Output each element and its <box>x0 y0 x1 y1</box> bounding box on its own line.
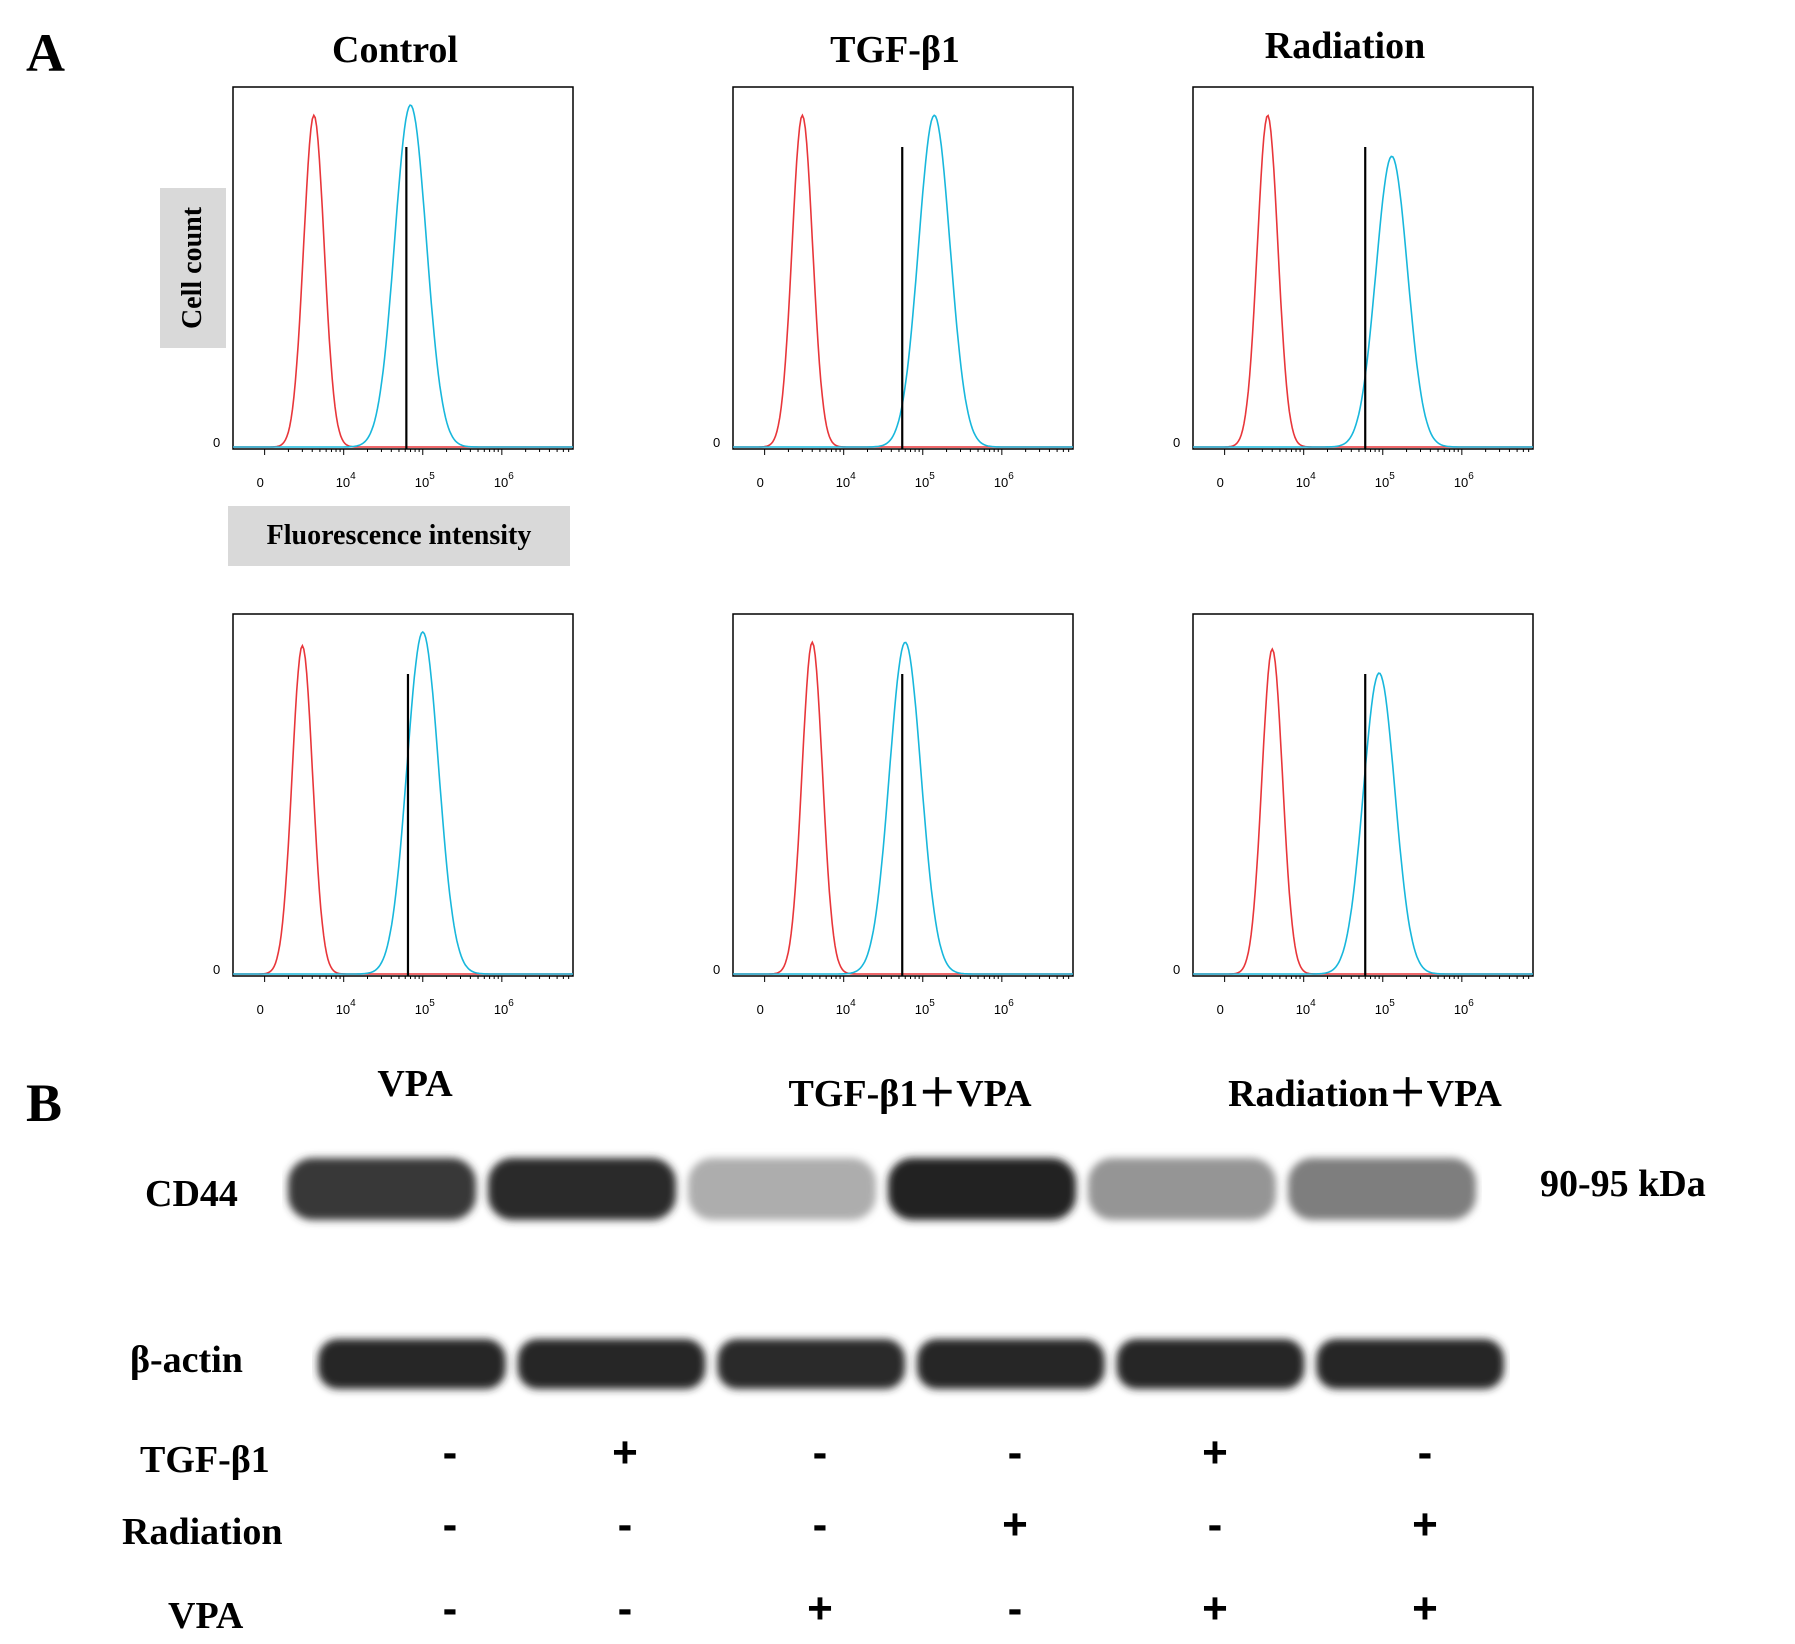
treatment-sign: - <box>442 1428 458 1477</box>
treatment-sign: - <box>442 1500 458 1549</box>
y-zero-label: 0 <box>1173 435 1180 450</box>
actin-band <box>917 1339 1105 1389</box>
panel-a-letter: A <box>26 23 65 83</box>
treatment-sign: + <box>807 1584 833 1633</box>
cd44-histogram <box>1193 155 1533 448</box>
treatment-sign: + <box>1202 1584 1228 1633</box>
x-tick-label: 106 <box>1454 471 1474 490</box>
y-zero-label: 0 <box>713 962 720 977</box>
y-axis-label-box: Cell count <box>160 188 226 348</box>
x-tick-label: 105 <box>415 471 435 490</box>
plot-frame <box>232 86 574 450</box>
treatment-sign: - <box>1007 1584 1023 1633</box>
cd44-histogram <box>733 641 1073 975</box>
treatment-sign: + <box>1002 1500 1028 1549</box>
actin-blot-strip <box>318 1339 1504 1389</box>
treatment-sign: + <box>1202 1428 1228 1477</box>
treatment-sign: - <box>617 1500 633 1549</box>
plot-title-tgf-vpa: TGF-β1＋VPA <box>788 1073 1032 1115</box>
x-tick-label: 0 <box>1217 1002 1224 1017</box>
isotype-histogram <box>1193 647 1533 975</box>
treatment-sign: - <box>812 1500 828 1549</box>
treatment-label-tgf: TGF-β1 <box>140 1439 270 1481</box>
cd44-band <box>688 1158 876 1220</box>
cd44-band <box>1088 1158 1276 1220</box>
x-tick-label: 0 <box>757 1002 764 1017</box>
plot-title-tgf: TGF-β1 <box>830 29 960 71</box>
treatment-sign: + <box>612 1428 638 1477</box>
x-axis-label: Fluorescence intensity <box>228 506 570 566</box>
x-tick-label: 0 <box>1217 475 1224 490</box>
x-tick-label: 106 <box>494 998 514 1017</box>
cd44-histogram <box>233 630 573 975</box>
x-tick-label: 104 <box>836 471 856 490</box>
plot-title-radiation-vpa: Radiation＋VPA <box>1228 1073 1502 1115</box>
plot-frame <box>232 613 574 977</box>
x-tick-label: 106 <box>994 998 1014 1017</box>
actin-band <box>717 1339 905 1389</box>
panel-b-letter: B <box>26 1073 63 1133</box>
x-tick-label: 105 <box>915 471 935 490</box>
histogram-tgf-vpa: 0 0 104 105 106 <box>713 613 1074 1017</box>
kda-label: 90-95 kDa <box>1540 1163 1706 1205</box>
isotype-histogram <box>233 113 573 448</box>
cd44-band <box>288 1158 476 1220</box>
cd44-band <box>1288 1158 1476 1220</box>
x-tick-label: 105 <box>1375 471 1395 490</box>
y-zero-label: 0 <box>213 962 220 977</box>
x-tick-label: 104 <box>836 998 856 1017</box>
treatment-sign: - <box>442 1584 458 1633</box>
y-zero-label: 0 <box>213 435 220 450</box>
treatment-sign: + <box>1412 1500 1438 1549</box>
cd44-band <box>888 1158 1076 1220</box>
treatment-sign: - <box>812 1428 828 1477</box>
actin-band <box>318 1339 506 1389</box>
x-tick-label: 104 <box>1296 471 1316 490</box>
plot-title-radiation: Radiation <box>1264 25 1426 67</box>
x-tick-label: 105 <box>1375 998 1395 1017</box>
treatment-sign: - <box>1207 1500 1223 1549</box>
actin-band <box>1316 1339 1504 1389</box>
x-tick-label: 0 <box>257 1002 264 1017</box>
x-tick-label: 0 <box>757 475 764 490</box>
treatment-sign: - <box>617 1584 633 1633</box>
histogram-vpa: 0 0 104 105 106 <box>213 613 574 1017</box>
x-tick-label: 105 <box>415 998 435 1017</box>
x-tick-label: 106 <box>1454 998 1474 1017</box>
actin-label: β-actin <box>130 1339 243 1381</box>
histogram-radiation: 0 0 104 105 106 <box>1173 86 1534 490</box>
actin-band <box>1116 1339 1305 1389</box>
x-tick-label: 104 <box>1296 998 1316 1017</box>
plot-frame <box>1192 86 1534 450</box>
y-zero-label: 0 <box>713 435 720 450</box>
cd44-blot-strip <box>288 1158 1476 1220</box>
cd44-histogram <box>1193 672 1533 975</box>
plot-title-vpa: VPA <box>377 1063 453 1105</box>
actin-band <box>517 1339 706 1389</box>
histogram-control: 0 0 104 105 106 <box>213 86 574 490</box>
y-zero-label: 0 <box>1173 962 1180 977</box>
treatment-sign: - <box>1007 1428 1023 1477</box>
isotype-histogram <box>1193 114 1533 448</box>
x-tick-label: 106 <box>494 471 514 490</box>
x-tick-label: 105 <box>915 998 935 1017</box>
treatment-label-radiation: Radiation <box>122 1511 283 1553</box>
treatment-sign: + <box>1412 1584 1438 1633</box>
histogram-tgf: 0 0 104 105 106 <box>713 86 1074 490</box>
x-tick-label: 104 <box>336 471 356 490</box>
plot-title-control: Control <box>332 29 458 71</box>
plot-frame <box>1192 613 1534 977</box>
histogram-radiation-vpa: 0 0 104 105 106 <box>1173 613 1534 1017</box>
cd44-histogram <box>233 104 573 448</box>
treatment-label-vpa: VPA <box>168 1595 244 1637</box>
x-tick-label: 0 <box>257 475 264 490</box>
x-tick-label: 106 <box>994 471 1014 490</box>
cd44-label: CD44 <box>145 1173 238 1215</box>
treatment-sign: - <box>1417 1428 1433 1477</box>
x-tick-label: 104 <box>336 998 356 1017</box>
cd44-band <box>488 1158 676 1220</box>
